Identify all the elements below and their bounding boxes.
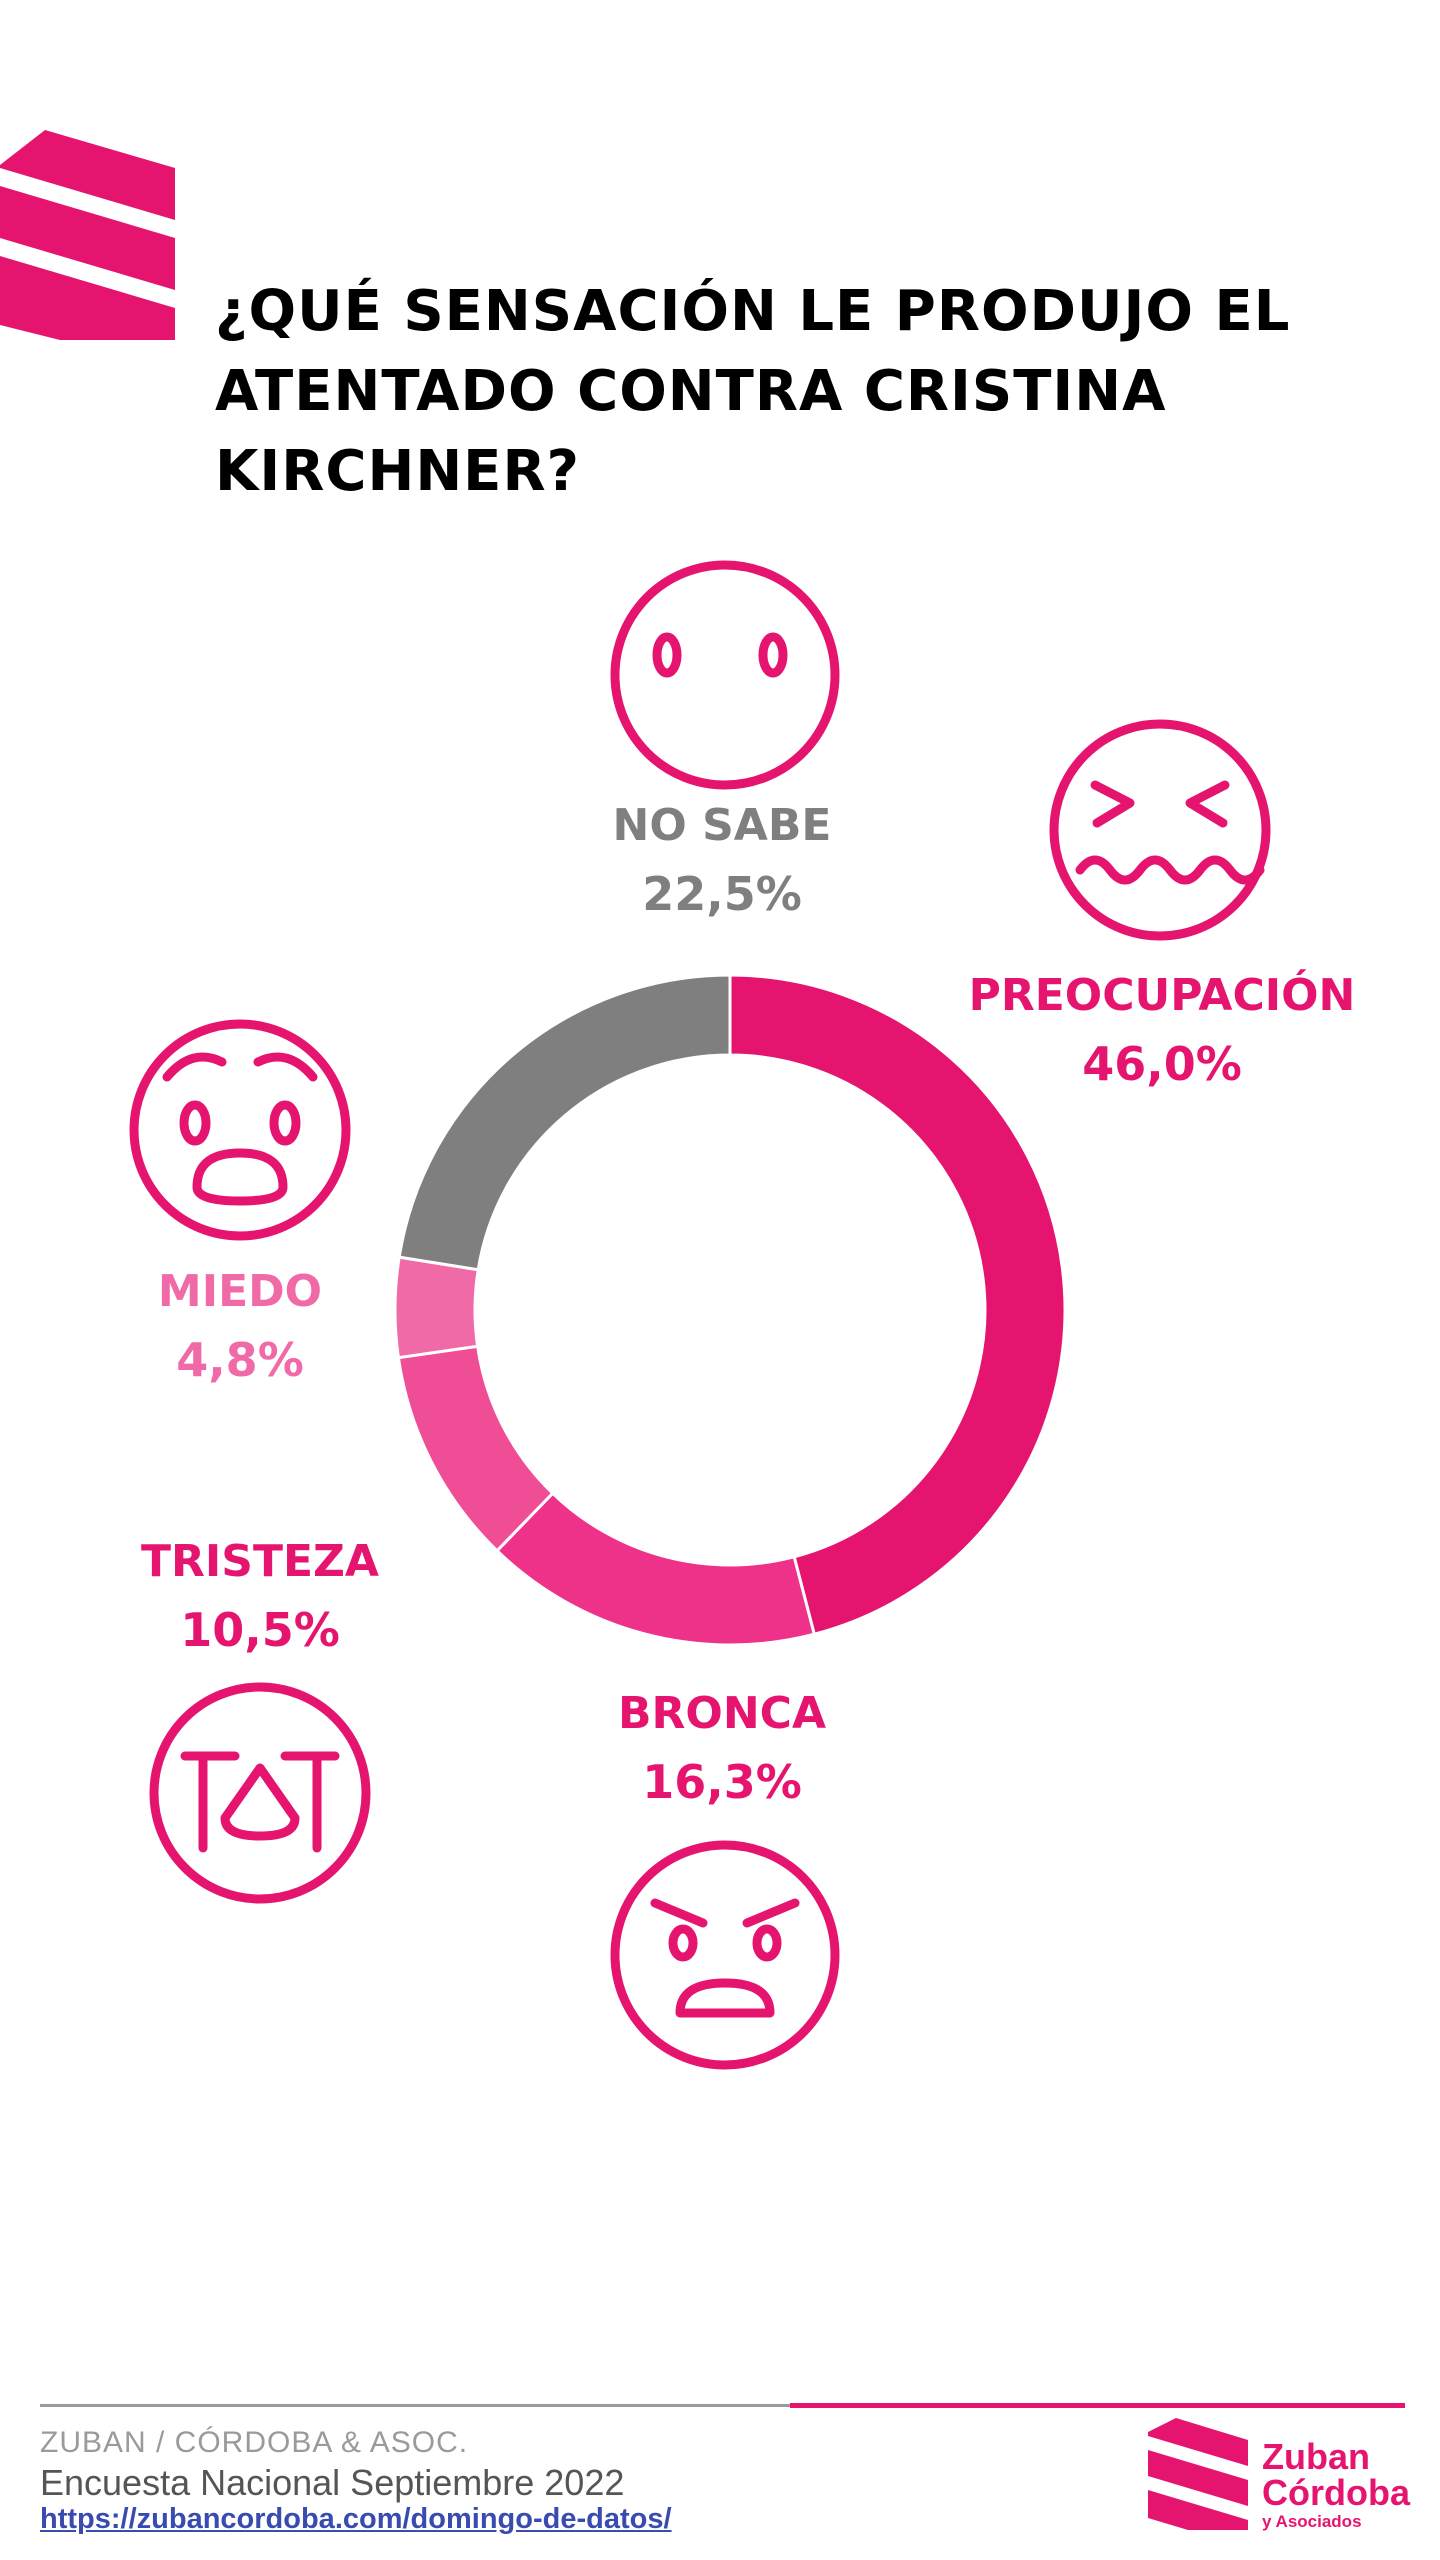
worried-face-icon [1049,719,1271,941]
label-name: BRONCA [618,1688,826,1739]
label-name: MIEDO [157,1266,323,1317]
label-preocupacion: PREOCUPACIÓN 46,0% [922,962,1402,1098]
label-value: 4,8% [176,1333,304,1387]
footer-survey: Encuesta Nacional Septiembre 2022 [40,2462,625,2503]
logo-stripes-icon [1148,2418,1248,2530]
label-value: 10,5% [180,1603,340,1657]
label-value: 22,5% [642,867,802,921]
donut-chart [393,973,1067,1647]
donut-slice-no_sabe [397,973,732,1272]
angry-face-icon [610,1840,840,2070]
label-no-sabe: NO SABE 22,5% [512,792,932,928]
footer-divider [40,2404,1405,2407]
footer-link[interactable]: https://zubancordoba.com/domingo-de-dato… [40,2503,672,2535]
label-name: PREOCUPACIÓN [968,970,1356,1021]
logo-line2: Córdoba [1262,2472,1410,2513]
label-value: 16,3% [642,1755,802,1809]
donut-slice-preocupacion [728,973,1067,1637]
logo-line1: Zuban [1262,2436,1370,2477]
footer-divider-accent [790,2403,1405,2408]
label-tristeza: TRISTEZA 10,5% [50,1528,470,1664]
blank-face-icon [610,560,840,790]
page-title: ¿QUÉ SENSACIÓN LE PRODUJO EL ATENTADO CO… [215,279,1291,504]
logo-line3: y Asociados [1262,2512,1362,2531]
label-bronca: BRONCA 16,3% [512,1680,932,1816]
label-name: TRISTEZA [141,1536,379,1587]
footer-org: ZUBAN / CÓRDOBA & ASOC. [40,2426,469,2459]
label-value: 46,0% [1082,1037,1242,1091]
fearful-face-icon [129,1019,351,1241]
brand-stripes-icon [0,130,175,340]
label-miedo: MIEDO 4,8% [30,1258,450,1394]
donut-slice-bronca [494,1491,817,1647]
crying-face-icon [149,1682,371,1904]
label-name: NO SABE [612,800,832,851]
